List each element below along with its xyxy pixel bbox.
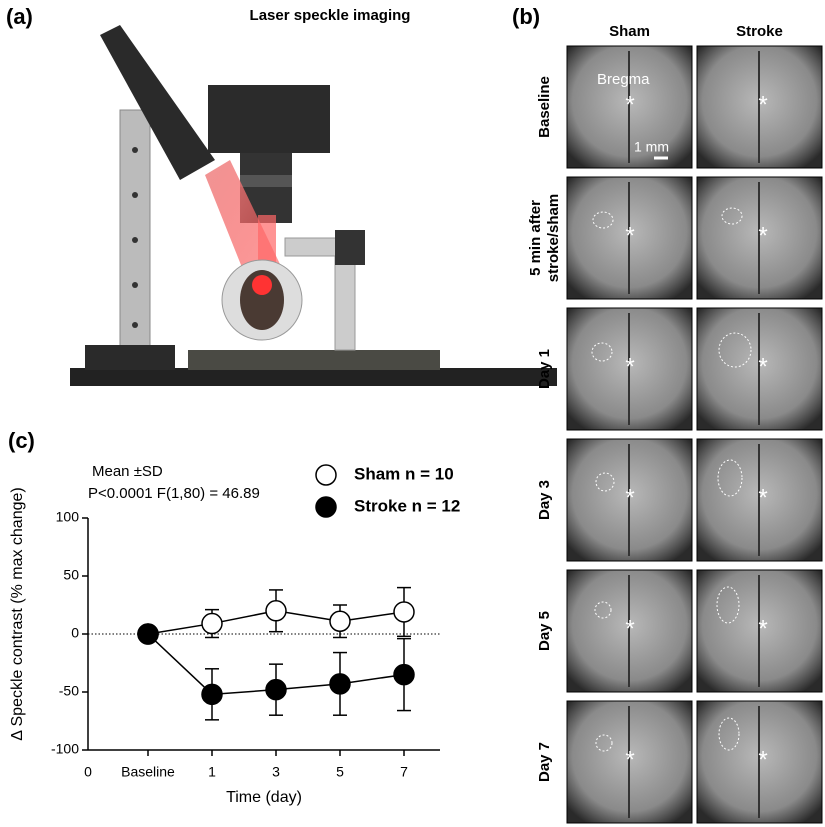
legend-label: Sham n = 10: [354, 464, 454, 483]
infarct-outline: [718, 332, 752, 368]
infarct-outline: [591, 342, 613, 362]
infarct-outline: [595, 472, 615, 492]
panel-label: (c): [8, 428, 35, 453]
bregma-marker: *: [758, 746, 767, 773]
row-label: Day 7: [536, 742, 553, 782]
annotation: P<0.0001 F(1,80) = 46.89: [88, 485, 260, 502]
panel-title: Laser speckle imaging: [250, 7, 411, 24]
data-point: [265, 600, 287, 622]
bregma-marker: *: [625, 484, 634, 511]
bregma-marker: *: [758, 91, 767, 118]
x-tick-label: 5: [336, 764, 344, 780]
x-tick-label: 1: [208, 764, 216, 780]
y-tick-label: -100: [51, 741, 79, 757]
row-label-line: Day 1: [536, 349, 553, 389]
x-axis-label: Time (day): [226, 789, 302, 806]
infarct-outline: [721, 207, 743, 225]
row-label: Day 5: [536, 611, 553, 651]
row-label-line: stroke/sham: [545, 194, 562, 282]
row-label: Day 1: [536, 349, 553, 389]
y-tick-label: 50: [63, 567, 79, 583]
row-label: 5 min afterstroke/sham: [527, 194, 562, 282]
image-grid: Sham Stroke Baseline * * Bregma 1 mm 5 min afte…: [527, 23, 823, 824]
row-label: Baseline: [536, 76, 553, 138]
row-label-line: Day 5: [536, 611, 553, 651]
x-tick-label: Baseline: [121, 764, 175, 780]
bregma-marker: *: [758, 484, 767, 511]
row-label: Day 3: [536, 480, 553, 520]
bregma-marker: *: [625, 746, 634, 773]
scale-label: 1 mm: [634, 139, 669, 155]
row-label-line: 5 min after: [527, 200, 544, 276]
bregma-marker: *: [625, 353, 634, 380]
data-point: [329, 610, 351, 632]
data-point: [201, 683, 223, 706]
data-point: [201, 612, 223, 635]
x-tick-label: 3: [272, 764, 280, 780]
panel-label: (b): [512, 4, 540, 29]
bregma-marker: *: [625, 91, 634, 118]
infarct-outline: [592, 211, 614, 229]
panel-label: (a): [6, 4, 33, 29]
bregma-marker: *: [625, 222, 634, 249]
row-label-line: Day 7: [536, 742, 553, 782]
landmark-label: Bregma: [597, 71, 650, 88]
bregma-marker: *: [758, 615, 767, 642]
infarct-outline: [716, 586, 740, 624]
bregma-marker: *: [758, 353, 767, 380]
data-point: [393, 663, 415, 686]
y-tick-label: 0: [71, 625, 79, 641]
setup-illustration: [70, 25, 557, 386]
data-point: [329, 673, 351, 695]
y-tick-label: 100: [56, 509, 80, 525]
x-origin-label: 0: [84, 764, 92, 780]
data-point: [137, 623, 159, 645]
legend-marker: [315, 496, 337, 518]
data-point: [265, 678, 287, 701]
legend-marker: [315, 464, 337, 486]
x-tick-label: 7: [400, 764, 408, 780]
row-label-line: Baseline: [536, 76, 553, 138]
y-axis-label: Δ Speckle contrast (% max change): [9, 487, 26, 740]
infarct-outline: [594, 601, 612, 619]
infarct-outline: [718, 717, 740, 751]
chart: -100 -50 0 50 100 0 Baseline 1 3 5 7 Time (day) Δ Sp…: [9, 463, 460, 806]
column-header: Stroke: [736, 23, 783, 40]
y-tick-label: -50: [59, 683, 79, 699]
column-header: Sham: [609, 23, 650, 40]
legend-label: Stroke n = 12: [354, 496, 460, 515]
annotation: Mean ±SD: [92, 463, 163, 480]
bregma-marker: *: [758, 222, 767, 249]
infarct-outline: [717, 459, 743, 497]
infarct-outline: [595, 734, 613, 752]
bregma-marker: *: [625, 615, 634, 642]
data-point: [393, 601, 415, 623]
row-label-line: Day 3: [536, 480, 553, 520]
